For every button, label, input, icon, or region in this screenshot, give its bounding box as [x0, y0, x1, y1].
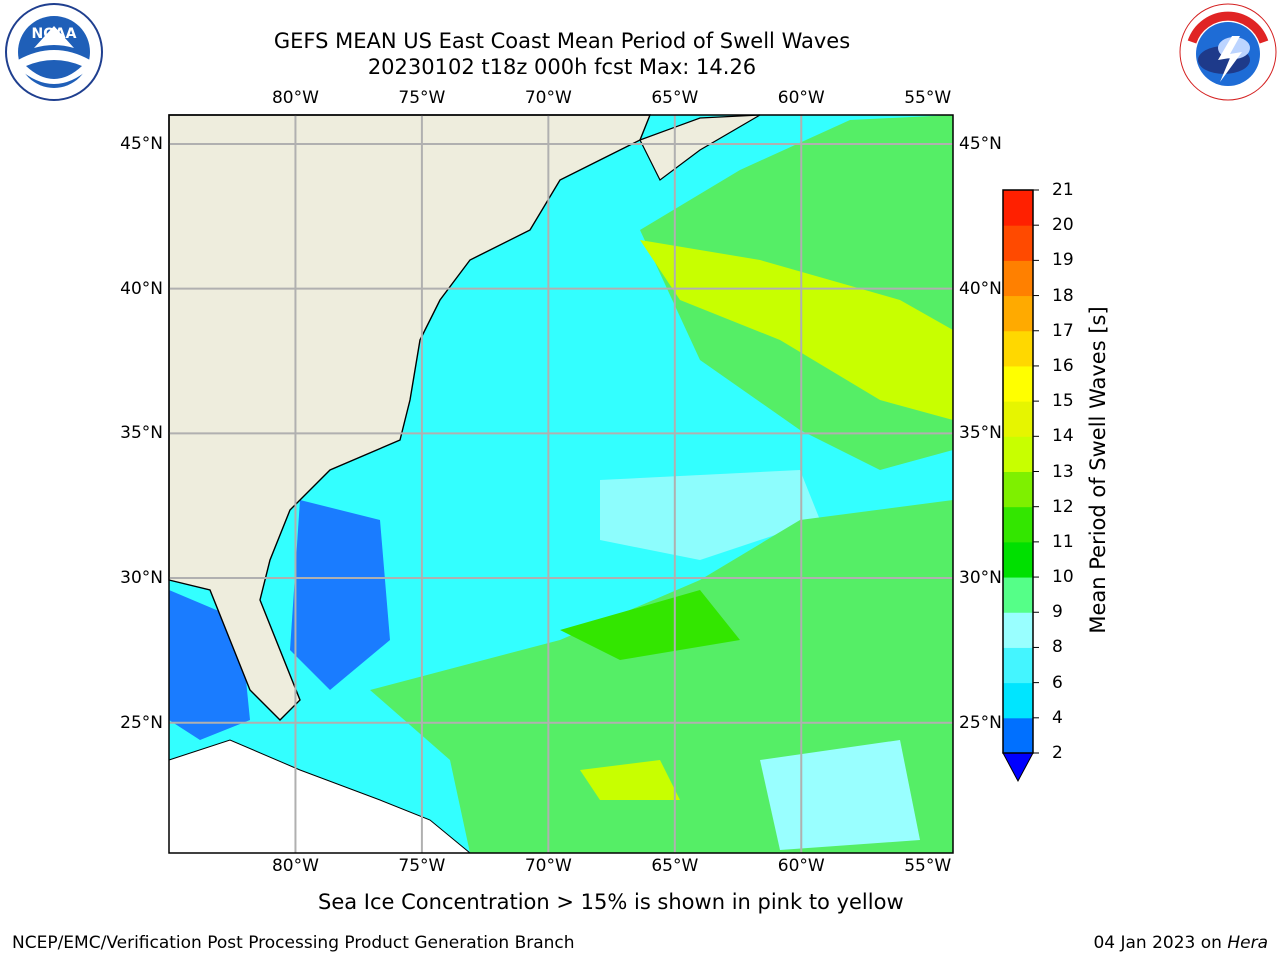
lat-tick-right: 30°N	[959, 568, 1002, 589]
colorbar-tick-label: 6	[1052, 672, 1063, 693]
sea-ice-note: Sea Ice Concentration > 15% is shown in …	[318, 890, 904, 914]
colorbar-tick-label: 10	[1052, 567, 1074, 588]
lon-tick-bottom: 60°W	[777, 856, 825, 876]
southern-band-core	[560, 590, 740, 660]
noaa-text: NOAA	[32, 26, 77, 42]
lon-tick-bottom: 55°W	[904, 856, 952, 876]
colorbar-tick-label: 19	[1052, 250, 1074, 271]
land-us-east-coast	[168, 114, 652, 721]
colorbar-tick-label: 17	[1052, 320, 1074, 341]
lon-tick-top: 75°W	[398, 88, 446, 108]
lon-tick-bottom: 70°W	[524, 856, 572, 876]
colorbar-segment	[1003, 401, 1033, 437]
colorbar-segment	[1003, 365, 1033, 402]
colorbar-segment	[1003, 612, 1033, 648]
colorbar-tick-label: 9	[1052, 602, 1063, 623]
lon-tick-bottom: 75°W	[398, 856, 446, 876]
colorbar-segment	[1003, 647, 1033, 684]
footer-host: Hera	[1227, 933, 1268, 953]
colorbar-tick-label: 20	[1052, 215, 1074, 236]
colorbar-segment	[1003, 682, 1033, 719]
land-nova-scotia	[639, 114, 761, 181]
lon-tick-top: 80°W	[271, 88, 319, 108]
lon-tick-top: 55°W	[904, 88, 952, 108]
colorbar-tick-label: 13	[1052, 461, 1074, 482]
colorbar-segment	[1003, 577, 1033, 613]
colorbar-tick-label: 18	[1052, 285, 1074, 306]
southern-high-period-patch	[580, 760, 680, 800]
map-border	[168, 114, 954, 854]
colorbar-label: Mean Period of Swell Waves [s]	[1086, 306, 1110, 634]
colorbar-segment	[1003, 260, 1033, 297]
colorbar-tick-label: 21	[1052, 180, 1074, 200]
noaa-logo: NOAA	[5, 3, 103, 101]
map-title: GEFS MEAN US East Coast Mean Period of S…	[273, 29, 851, 53]
footer-branch: NCEP/EMC/Verification Post Processing Pr…	[12, 933, 575, 953]
colorbar-under-arrow	[1002, 752, 1034, 783]
southeast-light-patch	[760, 740, 920, 850]
colorbar-tick-label: 16	[1052, 355, 1074, 376]
shelf-shallow-area	[290, 500, 390, 690]
colorbar-segment	[1003, 471, 1033, 508]
lon-tick-bottom: 80°W	[271, 856, 319, 876]
colorbar-tick-label: 15	[1052, 391, 1074, 412]
lat-tick-right: 35°N	[959, 423, 1002, 444]
colorbar-segment	[1003, 190, 1033, 226]
nws-logo	[1179, 3, 1277, 101]
lat-tick-left: 40°N	[120, 278, 163, 299]
colorbar-tick-label: 14	[1052, 426, 1074, 447]
lon-tick-top: 70°W	[524, 88, 572, 108]
colorbar-tick-label: 12	[1052, 496, 1074, 517]
colorbar-segment	[1003, 506, 1033, 543]
colorbar-tick-label: 11	[1052, 531, 1074, 552]
lat-tick-right: 25°N	[959, 712, 1002, 733]
lat-tick-right: 45°N	[959, 133, 1002, 154]
colorbar-segment	[1003, 541, 1033, 578]
lat-tick-left: 45°N	[120, 133, 163, 154]
central-light-area	[600, 470, 820, 560]
lon-tick-bottom: 65°W	[651, 856, 699, 876]
northeast-high-period-area	[640, 240, 953, 420]
lat-tick-left: 30°N	[120, 568, 163, 589]
colorbar-segment	[1003, 436, 1033, 472]
colorbar-tick-label: 2	[1052, 743, 1063, 763]
colorbar-segment	[1003, 717, 1033, 754]
lat-tick-left: 35°N	[120, 423, 163, 444]
footer-date-text: 04 Jan 2023 on	[1093, 933, 1222, 953]
colorbar-segment	[1003, 225, 1033, 261]
colorbar-tick-label: 4	[1052, 707, 1063, 728]
map-subtitle: 20230102 t18z 000h fcst Max: 14.26	[367, 55, 757, 79]
colorbar-tick-label: 8	[1052, 637, 1063, 658]
colorbar-segment	[1003, 295, 1033, 332]
lat-tick-left: 25°N	[120, 712, 163, 733]
colorbar-segment	[1003, 330, 1033, 367]
lon-tick-top: 60°W	[777, 88, 825, 108]
footer-date: 04 Jan 2023 on Hera	[1093, 933, 1268, 953]
lon-tick-top: 65°W	[651, 88, 699, 108]
lat-tick-right: 40°N	[959, 278, 1002, 299]
